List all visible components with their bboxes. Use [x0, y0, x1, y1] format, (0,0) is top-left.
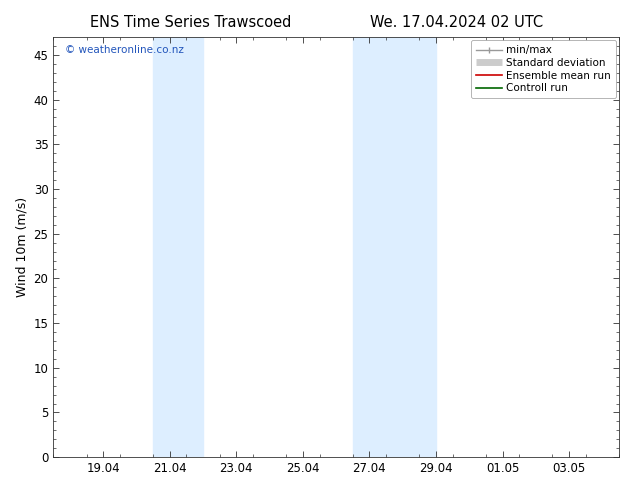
Text: ENS Time Series Trawscoed: ENS Time Series Trawscoed	[89, 15, 291, 30]
Bar	[153, 37, 203, 457]
Bar	[353, 37, 436, 457]
Text: © weatheronline.co.nz: © weatheronline.co.nz	[65, 46, 183, 55]
Legend: min/max, Standard deviation, Ensemble mean run, Controll run: min/max, Standard deviation, Ensemble me…	[470, 40, 616, 98]
Text: We. 17.04.2024 02 UTC: We. 17.04.2024 02 UTC	[370, 15, 543, 30]
Y-axis label: Wind 10m (m/s): Wind 10m (m/s)	[15, 197, 28, 297]
